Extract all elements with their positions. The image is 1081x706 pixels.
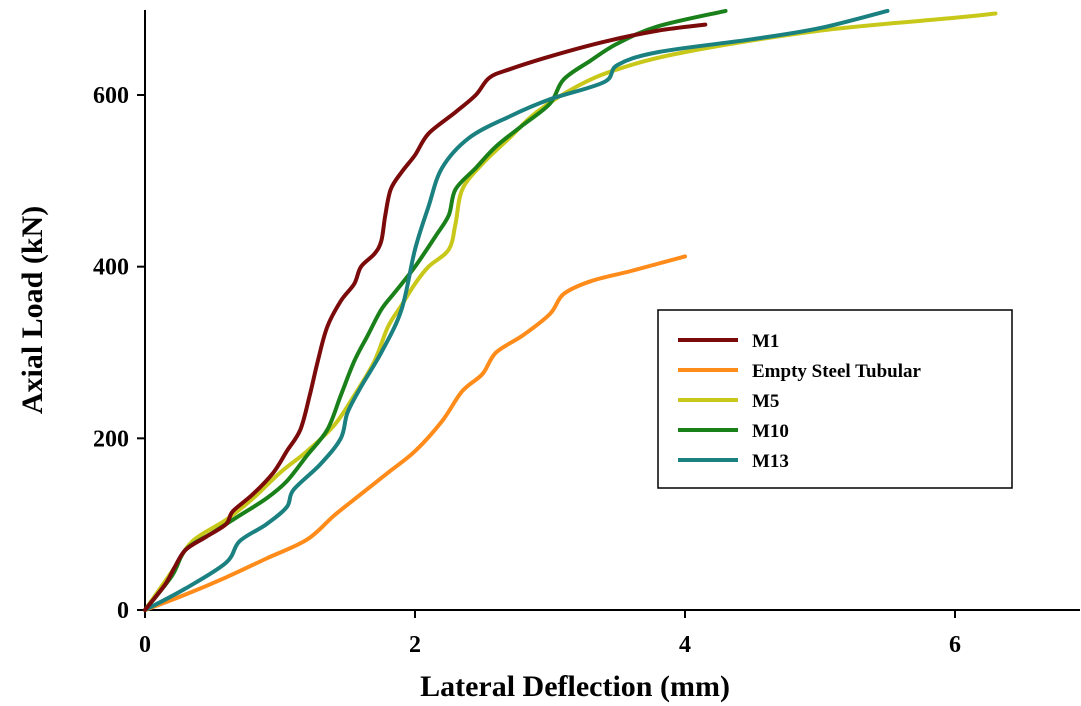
legend-label: M1	[752, 331, 779, 352]
x-tick-label: 6	[949, 632, 961, 658]
series-line-m1	[143, 22, 708, 612]
legend-label: M13	[752, 451, 789, 472]
series-line-m13	[143, 8, 890, 612]
legend-label: Empty Steel Tubular	[752, 361, 921, 382]
y-tick-label: 400	[93, 255, 129, 281]
x-tick-label: 4	[679, 632, 691, 658]
series-line-m5	[143, 11, 998, 612]
axes	[144, 10, 1080, 611]
x-axis-title: Lateral Deflection (mm)	[420, 670, 730, 703]
y-tick-label: 200	[93, 426, 129, 452]
legend-label: M10	[752, 421, 789, 442]
series-group	[143, 8, 998, 612]
series-line-empty-steel-tubular	[143, 254, 687, 612]
x-tick-label: 0	[139, 632, 151, 658]
ticks: 0 2 4 6 0 200 400 600	[93, 83, 961, 658]
y-tick-label: 0	[117, 598, 129, 624]
y-tick-label: 600	[93, 83, 129, 109]
y-axis-title: Axial Load (kN)	[16, 206, 49, 414]
x-tick-label: 2	[409, 632, 421, 658]
series-line-m10	[143, 8, 728, 612]
legend: M1 Empty Steel Tubular M5 M10 M13	[657, 309, 1013, 489]
legend-label: M5	[752, 391, 779, 412]
